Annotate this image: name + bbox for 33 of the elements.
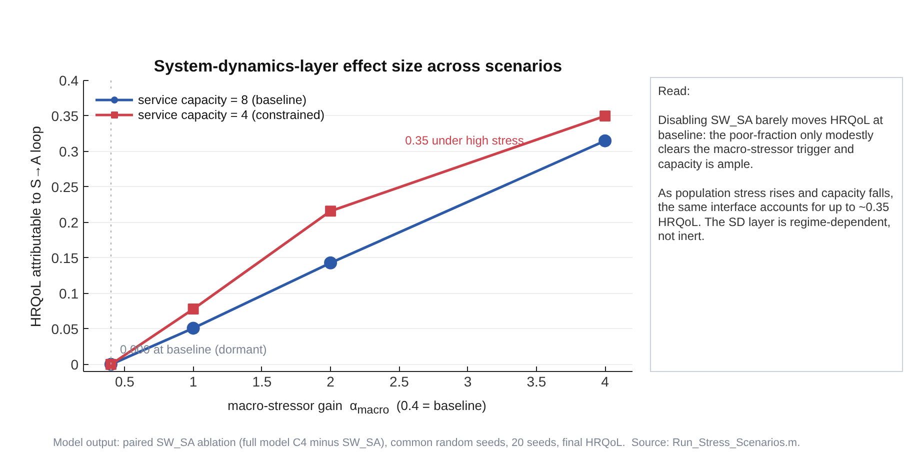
text: As population stress rises and capacity falls, the same interface accounts for up to ~0.35 HRQoL. The SD layer is regime-dependent, not inert. (658, 186, 894, 243)
chart-title: System-dynamics-layer effect size across scenarios (154, 58, 562, 76)
x-tick-label: 1.5 (252, 374, 272, 390)
y-tick-label: 0.05 (51, 320, 79, 337)
point (324, 256, 338, 270)
legend-label: service capacity = 4 (constrained) (138, 107, 325, 122)
x-tick-label: 2 (326, 374, 335, 390)
point (325, 206, 336, 217)
x-tick-label: 3 (464, 374, 472, 390)
x-tick-label: 0.5 (114, 374, 135, 390)
x-tick-label: 1 (189, 374, 198, 390)
point (600, 110, 611, 122)
y-tick-label: 0.1 (59, 285, 79, 302)
y-tick-label: 0.3 (59, 143, 79, 160)
x-tick-label: 3.5 (526, 374, 546, 390)
y-axis-title: HRQoL attributable to S→A loop (27, 126, 44, 328)
y-tick-label: 0.2 (59, 214, 79, 230)
y-tick-label: 0 (70, 356, 79, 372)
text: Read: (658, 84, 690, 98)
y-tick-label: 0.4 (59, 72, 79, 88)
y-tick-label: 0.15 (51, 250, 79, 266)
annotation: 0.35 under high stress (405, 133, 524, 148)
point (188, 304, 199, 315)
point (186, 322, 200, 335)
y-tick-label: 0.35 (51, 108, 79, 124)
x-axis-title: macro-stressor gain α$_{macro}$ (0.4 = baseline) (228, 397, 486, 419)
legend-label: service capacity = 8 (baseline) (138, 92, 306, 107)
x-tick-label: 2.5 (389, 374, 410, 390)
point (598, 134, 612, 148)
y-tick-label: 0.25 (51, 178, 79, 195)
text: Disabling SW_SA barely moves HRQoL at baseline: the poor-fraction only modestly clears the macro-stressor trigger and capacity is ample. (658, 113, 883, 170)
text: Model output: paired SW_SA ablation (full model C4 minus SW_SA), common random seeds, 20 seeds, final HRQoL. Source: Run_Stress_Scenarios.m. (53, 436, 800, 450)
x-tick-label: 4 (601, 374, 610, 390)
